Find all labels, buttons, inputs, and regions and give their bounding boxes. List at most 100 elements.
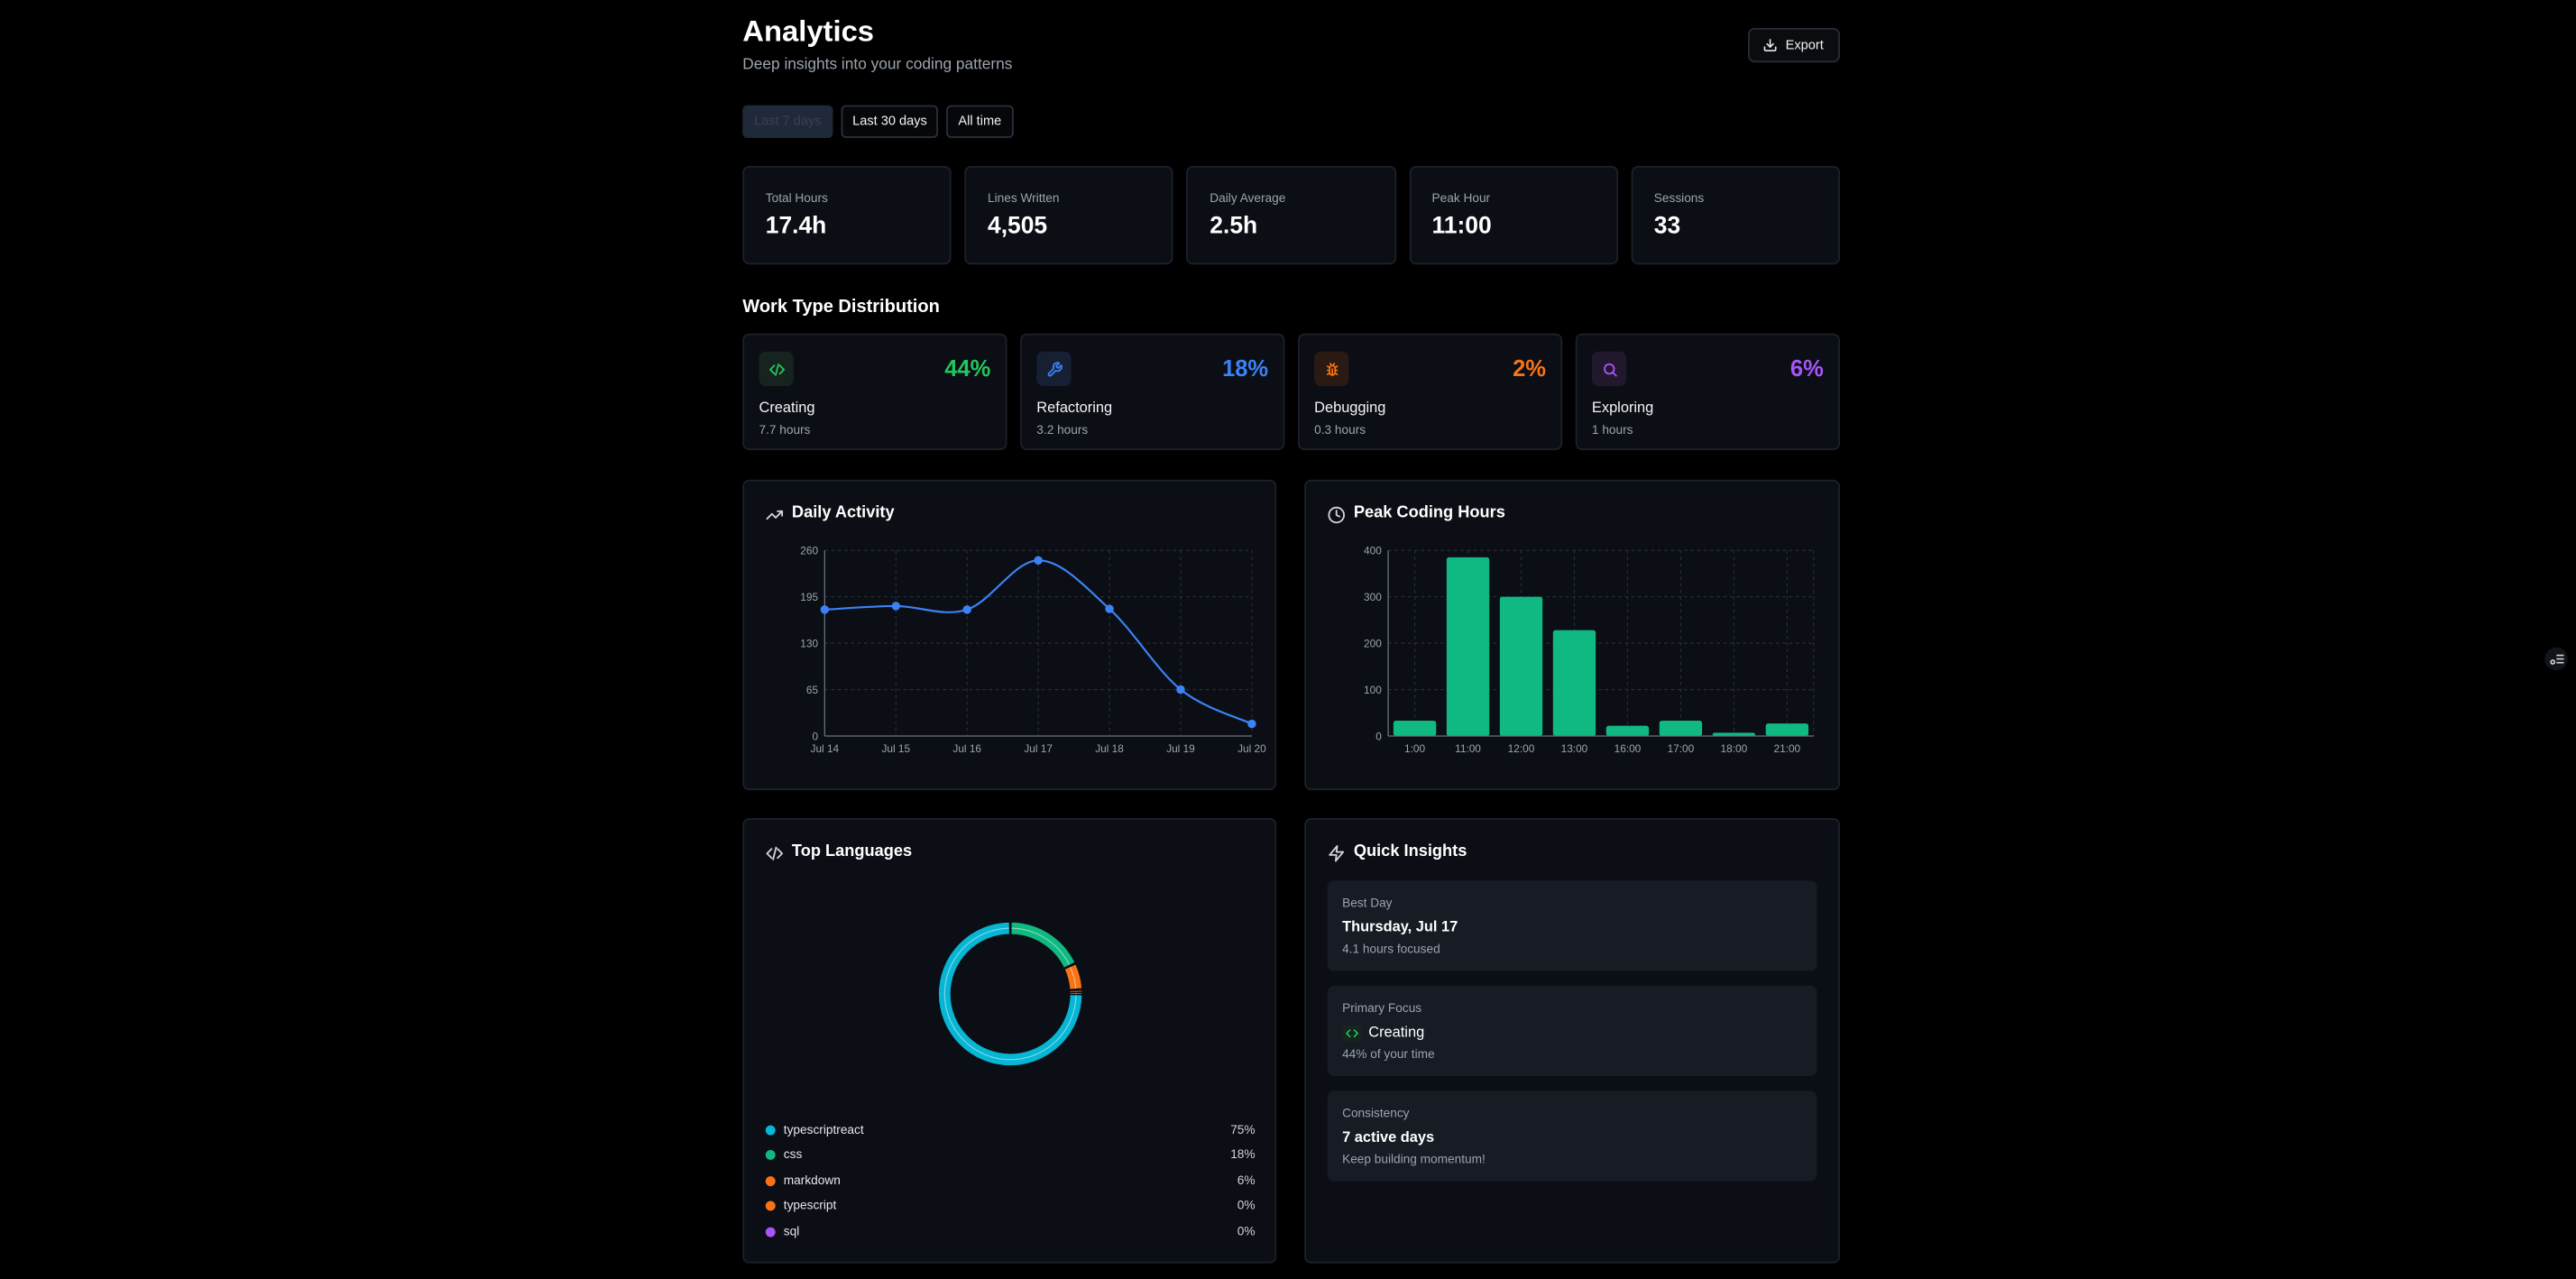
bug-icon bbox=[1314, 351, 1349, 387]
work-card-refactoring: 18% Refactoring 3.2 hours bbox=[1020, 333, 1285, 451]
work-type-row: 44% Creating 7.7 hours 18% Refactoring 3… bbox=[742, 333, 1840, 451]
data-point bbox=[1176, 685, 1185, 695]
clock-icon bbox=[1328, 506, 1345, 524]
data-point bbox=[1105, 604, 1114, 613]
donut-slice-outline bbox=[1070, 966, 1077, 989]
stat-value: 4,505 bbox=[988, 213, 1048, 240]
x-tick-label: Jul 20 bbox=[1237, 742, 1266, 755]
range-last-7-days[interactable]: Last 7 days bbox=[742, 105, 833, 138]
bar bbox=[1712, 732, 1756, 736]
work-label: Exploring bbox=[1591, 399, 1654, 416]
legend-dot bbox=[765, 1150, 776, 1161]
stat-label: Peak Hour bbox=[1431, 190, 1491, 206]
legend-percent: 0% bbox=[1237, 1198, 1256, 1213]
x-tick-label: 16:00 bbox=[1615, 742, 1642, 755]
bar bbox=[1393, 721, 1437, 736]
work-hours: 1 hours bbox=[1591, 422, 1633, 437]
bar bbox=[1765, 723, 1809, 736]
work-type-title: Work Type Distribution bbox=[742, 297, 940, 317]
top-languages-title: Top Languages bbox=[766, 842, 912, 860]
work-hours: 0.3 hours bbox=[1314, 422, 1366, 437]
daily-activity-title: Daily Activity bbox=[766, 504, 895, 522]
insight-sub: 4.1 hours focused bbox=[1342, 941, 1440, 957]
insight-label: Best Day bbox=[1342, 895, 1393, 911]
legend-dot bbox=[765, 1201, 776, 1211]
legend-name: typescript bbox=[783, 1198, 837, 1213]
peak-hours-title: Peak Coding Hours bbox=[1328, 504, 1505, 524]
range-filter-group: Last 7 days Last 30 days All time bbox=[742, 105, 1013, 138]
y-tick-label: 100 bbox=[1364, 684, 1382, 696]
legend-dot bbox=[765, 1226, 776, 1237]
work-percent: 44% bbox=[944, 354, 991, 382]
page-subtitle: Deep insights into your coding patterns bbox=[742, 55, 1013, 74]
work-percent: 18% bbox=[1222, 354, 1269, 382]
page-title: Analytics bbox=[742, 14, 875, 48]
insight-value: 7 active days bbox=[1342, 1128, 1435, 1146]
stat-label: Sessions bbox=[1653, 190, 1705, 206]
insight-label: Consistency bbox=[1342, 1105, 1410, 1121]
peak-hours-chart: 0 100 200 300 400 1:00 11:00 12:00 13:00 16:00 17:… bbox=[1364, 545, 1815, 755]
bar bbox=[1446, 557, 1490, 736]
work-percent: 6% bbox=[1789, 354, 1824, 382]
bar bbox=[1605, 725, 1650, 736]
toggle-panel-icon[interactable] bbox=[2544, 647, 2568, 671]
insight-sub: Keep building momentum! bbox=[1342, 1151, 1486, 1167]
legend-item: css 18% bbox=[765, 1146, 1256, 1171]
stats-row: Total Hours 17.4h Lines Written 4,505 Da… bbox=[742, 165, 1840, 265]
legend-item: typescript 0% bbox=[765, 1196, 1256, 1221]
peak-hours-panel: Peak Coding Hours 0 100 200 300 400 1:00 11:00… bbox=[1304, 479, 1840, 791]
work-label: Debugging bbox=[1314, 399, 1386, 416]
insight-sub: 44% of your time bbox=[1342, 1046, 1435, 1062]
work-label: Creating bbox=[759, 399, 815, 416]
donut-slice bbox=[1011, 922, 1075, 968]
y-tick-label: 400 bbox=[1364, 545, 1382, 557]
languages-donut-chart bbox=[938, 922, 1082, 1066]
legend-dot bbox=[765, 1175, 776, 1186]
y-tick-label: 260 bbox=[800, 545, 818, 557]
donut-slice-outline bbox=[943, 927, 1077, 1061]
legend-item: markdown 6% bbox=[765, 1171, 1256, 1196]
bar bbox=[1499, 596, 1543, 736]
work-label: Refactoring bbox=[1036, 399, 1113, 416]
code-icon bbox=[759, 351, 794, 387]
stat-value: 17.4h bbox=[765, 213, 827, 240]
y-tick-label: 0 bbox=[1375, 731, 1382, 743]
legend-name: typescriptreact bbox=[783, 1122, 864, 1137]
insight-primary-focus: Primary Focus Creating 44% of your time bbox=[1327, 985, 1817, 1077]
work-card-exploring: 6% Exploring 1 hours bbox=[1575, 333, 1840, 451]
data-point bbox=[891, 602, 901, 611]
range-all-time[interactable]: All time bbox=[946, 105, 1013, 138]
daily-activity-chart: 0 65 130 195 260 Jul 14 Jul 15 Jul 16 Jul 17 Jul … bbox=[800, 545, 1266, 755]
trending-up-icon bbox=[766, 510, 784, 520]
work-hours: 7.7 hours bbox=[759, 422, 811, 437]
x-tick-label: 18:00 bbox=[1721, 742, 1748, 755]
x-tick-label: Jul 16 bbox=[952, 742, 981, 755]
work-card-debugging: 2% Debugging 0.3 hours bbox=[1297, 333, 1563, 451]
y-tick-label: 65 bbox=[806, 684, 819, 696]
search-icon bbox=[1591, 351, 1627, 387]
stat-card-sessions: Sessions 33 bbox=[1631, 165, 1840, 265]
x-tick-label: 13:00 bbox=[1561, 742, 1588, 755]
legend-item: sql 0% bbox=[765, 1221, 1256, 1247]
work-percent: 2% bbox=[1513, 354, 1546, 382]
donut-slice-outline bbox=[1011, 927, 1070, 965]
export-button[interactable]: Export bbox=[1747, 27, 1840, 63]
code-icon bbox=[766, 846, 784, 860]
y-tick-label: 130 bbox=[800, 638, 818, 650]
x-tick-label: Jul 18 bbox=[1095, 742, 1124, 755]
stat-value: 33 bbox=[1653, 213, 1681, 240]
x-tick-label: 12:00 bbox=[1508, 742, 1535, 755]
top-languages-panel: Top Languages typescriptreact 75% css 18… bbox=[742, 818, 1277, 1264]
range-last-30-days[interactable]: Last 30 days bbox=[841, 105, 939, 138]
quick-insights-title: Quick Insights bbox=[1328, 842, 1467, 862]
code-icon bbox=[1342, 1025, 1362, 1042]
insight-best-day: Best Day Thursday, Jul 17 4.1 hours focu… bbox=[1327, 880, 1817, 971]
legend-name: sql bbox=[783, 1223, 800, 1238]
stat-label: Total Hours bbox=[765, 190, 828, 206]
data-point bbox=[1034, 556, 1043, 565]
x-tick-label: Jul 15 bbox=[881, 742, 910, 755]
insight-consistency: Consistency 7 active days Keep building … bbox=[1327, 1090, 1817, 1182]
x-tick-label: 17:00 bbox=[1668, 742, 1695, 755]
legend-percent: 18% bbox=[1230, 1147, 1256, 1163]
data-point bbox=[962, 605, 971, 614]
